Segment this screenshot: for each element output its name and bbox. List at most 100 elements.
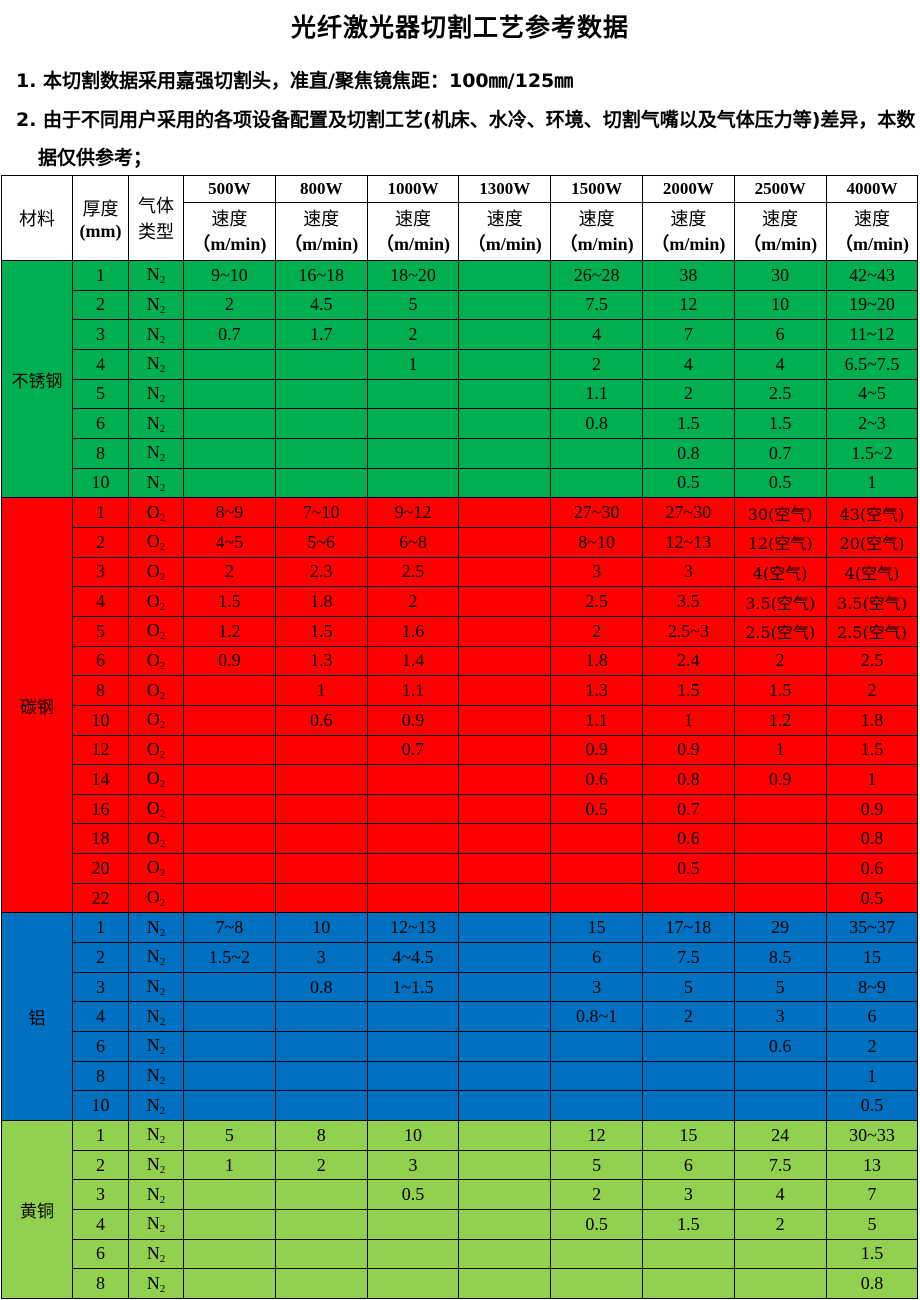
speed-cell: 42~43	[825, 260, 919, 291]
speed-cell	[366, 1060, 460, 1092]
speed-cell: 3	[641, 556, 735, 588]
speed-cell: 0.9	[641, 734, 735, 766]
thickness-cell: 8	[72, 437, 129, 469]
header-power: 1000W	[366, 175, 460, 203]
speed-cell: 6	[733, 319, 827, 350]
speed-cell	[550, 1060, 643, 1092]
speed-cell: 0.5	[550, 1209, 643, 1240]
note-2: 2. 由于不同用户采用的各项设备配置及切割工艺(机床、水冷、环境、切割气嘴以及气…	[16, 109, 916, 169]
speed-cell	[274, 1031, 368, 1062]
speed-cell	[274, 853, 368, 884]
speed-cell	[366, 853, 460, 884]
speed-cell	[366, 408, 460, 439]
gas-cell: O2	[128, 497, 184, 528]
speed-cell	[458, 1268, 552, 1299]
gas-label: 气体	[138, 196, 174, 217]
speed-cell: 2	[366, 586, 460, 617]
speed-cell: 7.5	[641, 942, 735, 973]
speed-cell: 2~3	[825, 408, 919, 439]
speed-cell: 0.5	[550, 793, 643, 825]
speed-cell	[183, 1001, 276, 1033]
speed-cell: 7~8	[183, 912, 276, 944]
speed-cell: 7.5	[550, 289, 643, 321]
speed-cell	[274, 1209, 368, 1240]
speed-cell	[274, 1060, 368, 1092]
speed-cell: 27~30	[550, 497, 643, 528]
speed-cell: 2.5	[733, 378, 827, 410]
speed-cell	[274, 764, 368, 795]
table-row: 16 O2 0.5 0.7 0.9	[1, 793, 919, 825]
speed-cell: 0.7	[183, 319, 276, 350]
speed-cell: 4(空气)	[733, 556, 827, 588]
speed-cell: 1.5	[641, 1209, 735, 1240]
thickness-cell: 6	[72, 1031, 129, 1062]
speed-cell: 1.2	[183, 615, 276, 647]
speed-cell: 3.5(空气)	[733, 586, 827, 617]
speed-cell	[458, 764, 552, 795]
speed-cell: 30~33	[825, 1120, 919, 1151]
speed-cell: 1	[183, 1149, 276, 1181]
header-speed: 速度 （m/min)	[641, 202, 735, 261]
speed-cell: 4~5	[183, 526, 276, 558]
speed-cell: 5	[641, 971, 735, 1003]
gas-cell: O2	[128, 615, 184, 647]
speed-cell	[641, 1268, 735, 1299]
speed-cell: 8	[274, 1120, 368, 1151]
speed-cell: 2	[825, 1031, 919, 1062]
speed-cell: 7	[825, 1179, 919, 1210]
speed-cell: 7~10	[274, 497, 368, 528]
speed-cell	[458, 734, 552, 766]
table-row: 3 N2 0.7 1.7 2 4 7 6 11~12	[1, 319, 919, 350]
speed-cell: 2	[733, 645, 827, 677]
speed-cell	[550, 1268, 643, 1299]
speed-cell	[274, 1179, 368, 1210]
thickness-cell: 16	[72, 793, 129, 825]
speed-cell	[733, 793, 827, 825]
speed-cell: 1.8	[274, 586, 368, 617]
speed-cell: 0.5	[641, 853, 735, 884]
speed-cell: 13	[825, 1149, 919, 1181]
speed-cell	[274, 378, 368, 410]
material-cell: 不锈钢	[1, 259, 73, 499]
header-speed: 速度 （m/min)	[366, 202, 460, 261]
speed-cell	[550, 882, 643, 914]
thickness-cell: 2	[72, 1149, 129, 1181]
speed-cell	[274, 408, 368, 439]
speed-cell	[458, 704, 552, 736]
speed-cell	[183, 1179, 276, 1210]
header-power: 2500W	[733, 175, 827, 203]
gas-cell: N2	[128, 348, 184, 380]
speed-cell	[733, 1060, 827, 1092]
speed-cell	[458, 467, 552, 499]
speed-cell	[366, 437, 460, 469]
header-power: 2000W	[641, 175, 735, 203]
speed-cell: 8~9	[183, 497, 276, 528]
speed-cell	[458, 260, 552, 291]
thickness-cell: 14	[72, 764, 129, 795]
speed-cell	[458, 1001, 552, 1033]
speed-cell	[366, 1238, 460, 1270]
speed-cell: 1.5	[825, 734, 919, 766]
speed-cell	[458, 348, 552, 380]
speed-cell	[550, 1031, 643, 1062]
speed-cell: 18~20	[366, 260, 460, 291]
gas-cell: O2	[128, 556, 184, 588]
thickness-cell: 1	[72, 1120, 129, 1151]
speed-cell	[733, 1238, 827, 1270]
table-row: 4 O2 1.5 1.8 2 2.5 3.5 3.5(空气) 3.5(空气)	[1, 586, 919, 617]
table-row: 12 O2 0.7 0.9 0.9 1 1.5	[1, 734, 919, 766]
speed-label: 速度	[578, 208, 615, 230]
speed-cell: 0.6	[641, 823, 735, 855]
speed-cell	[458, 645, 552, 677]
speed-cell: 10	[274, 912, 368, 944]
speed-cell: 0.8	[825, 1268, 919, 1299]
thickness-cell: 5	[72, 615, 129, 647]
speed-cell: 1	[366, 348, 460, 380]
speed-cell	[366, 882, 460, 914]
gas-cell: O2	[128, 764, 184, 795]
gas-cell: O2	[128, 734, 184, 766]
speed-cell: 15	[641, 1120, 735, 1151]
table-row: 20 O2 0.5 0.6	[1, 853, 919, 884]
table-row: 18 O2 0.6 0.8	[1, 823, 919, 855]
speed-cell: 2	[183, 556, 276, 588]
